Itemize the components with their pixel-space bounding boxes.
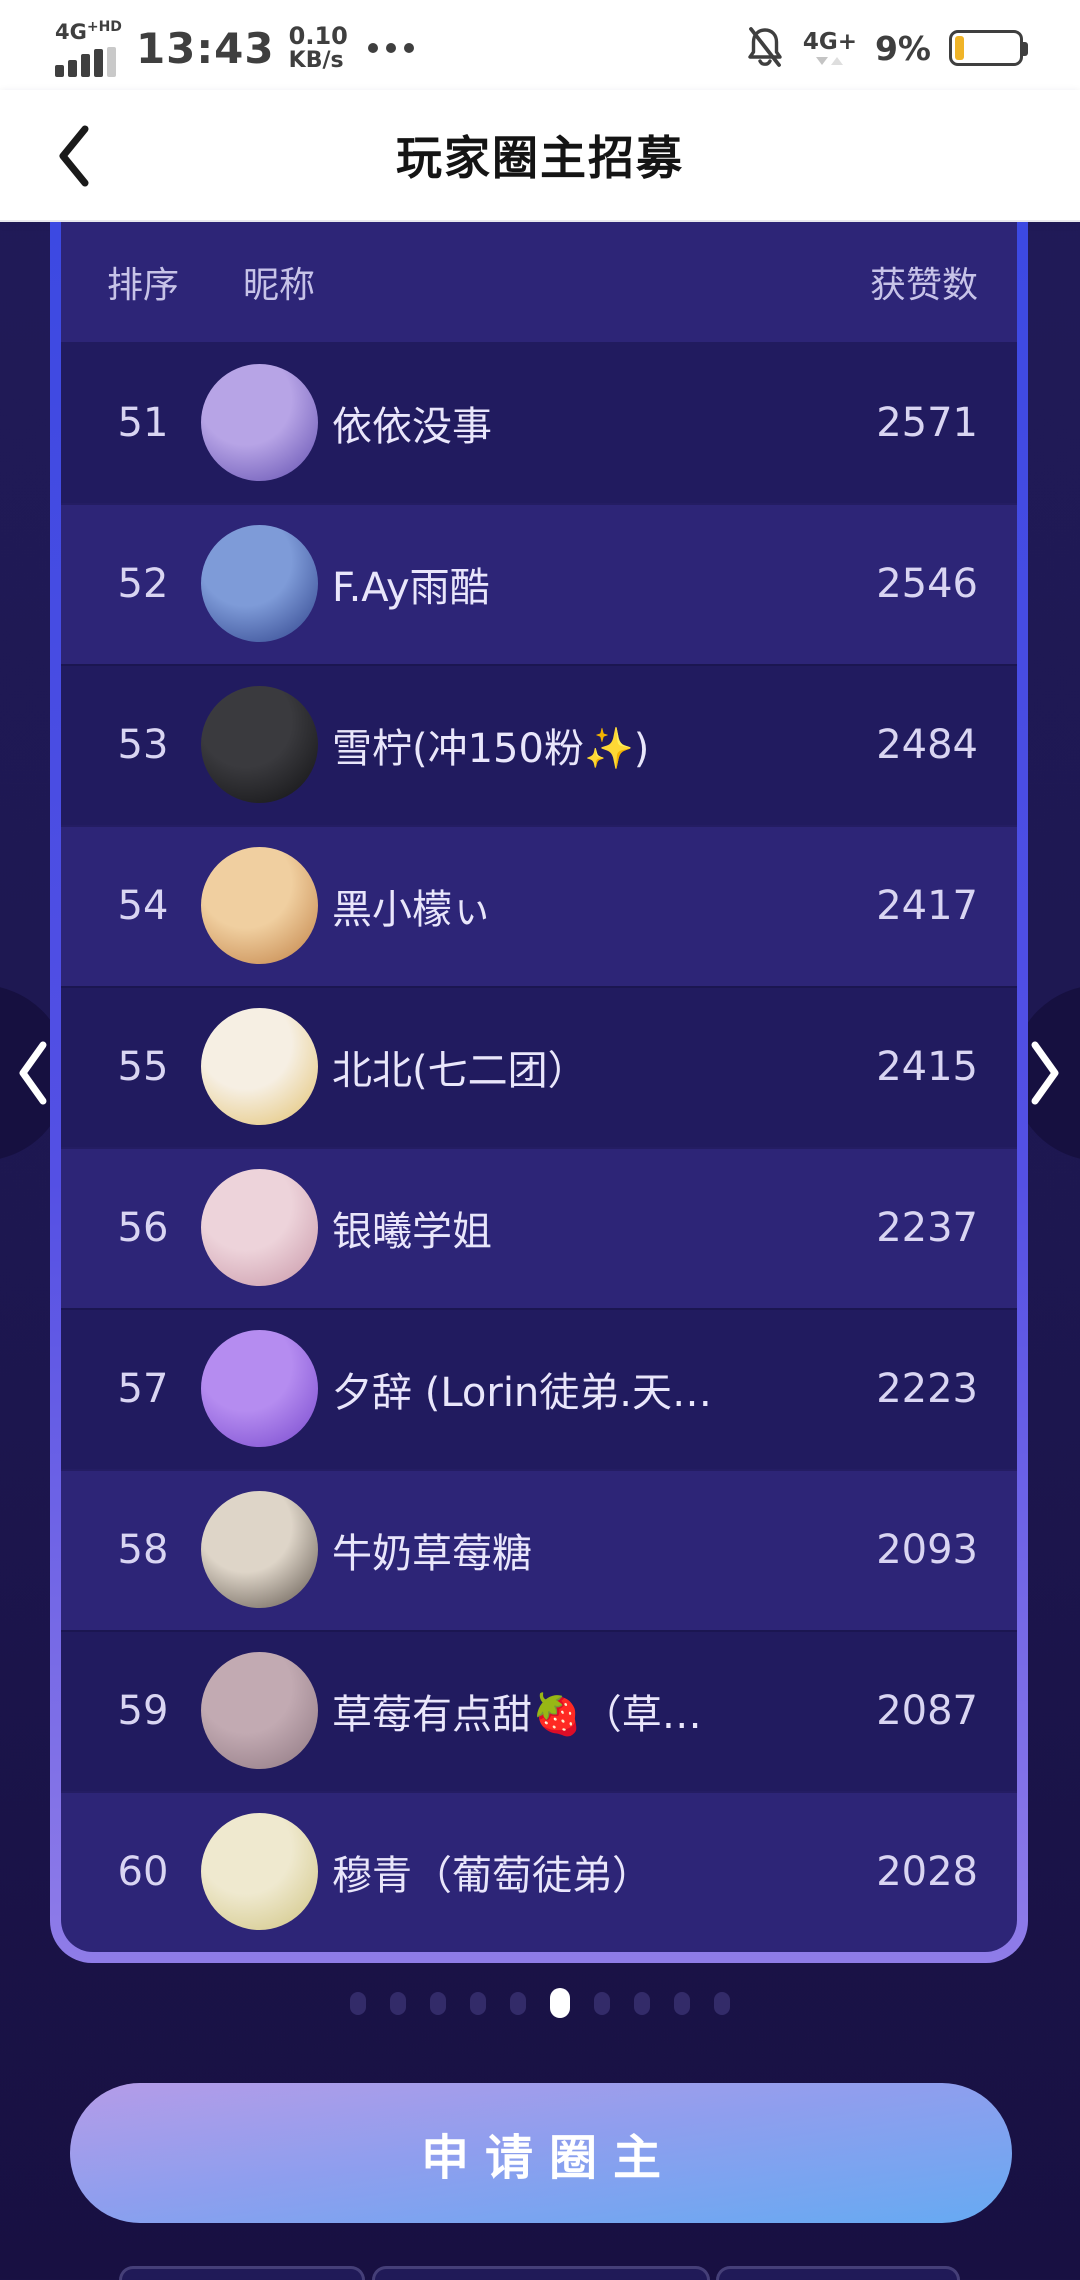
status-left-cluster: 4G+HD 13:43 0.10 KB/s — [55, 20, 414, 77]
nickname-cell: 北北(七二团） — [332, 1047, 588, 1094]
nickname-cell: 草莓有点甜🍓（草… — [332, 1691, 702, 1738]
status-bar: 4G+HD 13:43 0.10 KB/s 4G+ 9% — [0, 0, 1080, 90]
table-row[interactable]: 52 F.Ay雨酷 2546 — [61, 503, 1017, 664]
partial-card — [716, 2266, 960, 2280]
pagination-dots — [0, 1988, 1080, 2018]
rank-cell: 52 — [117, 560, 169, 607]
table-row[interactable]: 59 草莓有点甜🍓（草… 2087 — [61, 1630, 1017, 1791]
battery-icon — [949, 30, 1028, 66]
likes-cell: 2223 — [876, 1365, 978, 1412]
data-traffic-arrows-icon — [816, 57, 844, 65]
nickname-cell: 银曦学姐 — [332, 1208, 492, 1255]
column-header-nickname: 昵称 — [243, 265, 316, 306]
user-avatar-bright-purple-figure — [201, 1330, 318, 1447]
table-row[interactable]: 51 依依没事 2571 — [61, 342, 1017, 503]
table-row[interactable]: 55 北北(七二团） 2415 — [61, 986, 1017, 1147]
pagination-dot[interactable] — [674, 1991, 690, 2015]
network-speed: 0.10 KB/s — [288, 21, 348, 74]
pagination-dot-active[interactable] — [550, 1988, 570, 2018]
likes-cell: 2546 — [876, 560, 978, 607]
column-header-likes: 获赞数 — [869, 265, 978, 306]
more-dots-icon — [367, 43, 414, 53]
leaderboard-card-inner: 排序 昵称 获赞数 51 依依没事 2571 52 F.Ay雨酷 2546 53… — [61, 222, 1017, 1952]
pagination-dot[interactable] — [594, 1991, 610, 2015]
rank-cell: 56 — [117, 1204, 169, 1251]
likes-cell: 2028 — [876, 1848, 978, 1895]
nickname-cell: 雪柠(冲150粉✨) — [332, 725, 650, 772]
user-avatar-blonde-girl-drawing — [201, 1008, 318, 1125]
signal-strength-icon: 4G+HD — [55, 20, 122, 77]
likes-cell: 2237 — [876, 1204, 978, 1251]
rank-cell: 57 — [117, 1365, 169, 1412]
status-clock: 13:43 — [135, 23, 275, 73]
nickname-cell: 依依没事 — [332, 403, 492, 450]
likes-cell: 2417 — [876, 882, 978, 929]
column-header-rank: 排序 — [106, 265, 179, 306]
pagination-dot[interactable] — [350, 1991, 366, 2015]
apply-circle-owner-button[interactable]: 申请圈主 — [70, 2083, 1012, 2223]
pagination-dot[interactable] — [714, 1991, 730, 2015]
nickname-cell: F.Ay雨酷 — [332, 564, 490, 611]
pagination-dot[interactable] — [430, 1991, 446, 2015]
partial-card — [372, 2266, 710, 2280]
user-avatar-dark-photo — [201, 686, 318, 803]
likes-cell: 2484 — [876, 721, 978, 768]
carousel-prev-button[interactable] — [10, 1032, 56, 1114]
table-row[interactable]: 58 牛奶草莓糖 2093 — [61, 1469, 1017, 1630]
status-right-cluster: 4G+ 9% — [745, 26, 1028, 70]
rank-cell: 55 — [117, 1043, 169, 1090]
table-header-row: 排序 昵称 获赞数 — [61, 222, 1017, 342]
pagination-dot[interactable] — [470, 1991, 486, 2015]
nickname-cell: 穆青（葡萄徒弟） — [332, 1852, 652, 1899]
user-avatar-pale-yellow-anime-girl — [201, 1813, 318, 1930]
user-avatar-shiba-dog — [201, 847, 318, 964]
bell-off-icon — [745, 26, 785, 70]
likes-cell: 2093 — [876, 1526, 978, 1573]
pagination-dot[interactable] — [634, 1991, 650, 2015]
rank-cell: 54 — [117, 882, 169, 929]
speed-unit: KB/s — [288, 48, 344, 74]
likes-cell: 2571 — [876, 399, 978, 446]
nickname-cell: 牛奶草莓糖 — [332, 1530, 532, 1577]
mobile-data-label: 4G+ — [802, 29, 857, 55]
rank-cell: 58 — [117, 1526, 169, 1573]
table-row[interactable]: 56 银曦学姐 2237 — [61, 1147, 1017, 1308]
pagination-dot[interactable] — [510, 1991, 526, 2015]
table-row[interactable]: 57 夕辞 (Lorin徒弟.天… 2223 — [61, 1308, 1017, 1469]
user-avatar-mauve-girl-sunglasses — [201, 1652, 318, 1769]
partial-card — [119, 2266, 365, 2280]
rank-cell: 53 — [117, 721, 169, 768]
mobile-data-indicator: 4G+ — [803, 31, 857, 65]
page-title: 玩家圈主招募 — [396, 131, 684, 185]
user-avatar-blue-anime-girl — [201, 525, 318, 642]
likes-cell: 2415 — [876, 1043, 978, 1090]
user-avatar-pink-girl-photo — [201, 1169, 318, 1286]
likes-cell: 2087 — [876, 1687, 978, 1734]
battery-percent-label: 9% — [874, 28, 931, 68]
nickname-cell: 夕辞 (Lorin徒弟.天… — [332, 1369, 712, 1416]
rank-cell: 59 — [117, 1687, 169, 1734]
user-avatar-girl-black-bun — [201, 1491, 318, 1608]
leaderboard-rows: 51 依依没事 2571 52 F.Ay雨酷 2546 53 雪柠(冲150粉✨… — [61, 342, 1017, 1952]
title-bar: 玩家圈主招募 — [0, 90, 1080, 222]
chevron-left-icon — [59, 125, 89, 187]
rank-cell: 60 — [117, 1848, 169, 1895]
table-row[interactable]: 53 雪柠(冲150粉✨) 2484 — [61, 664, 1017, 825]
table-row[interactable]: 60 穆青（葡萄徒弟） 2028 — [61, 1791, 1017, 1952]
user-avatar-purple-anime-girl — [201, 364, 318, 481]
speed-value: 0.10 — [288, 21, 348, 50]
network-suffix-label: +HD — [86, 18, 122, 35]
leaderboard-card: 排序 昵称 获赞数 51 依依没事 2571 52 F.Ay雨酷 2546 53… — [50, 222, 1028, 1963]
nickname-cell: 黑小檬ぃ — [332, 886, 492, 933]
pagination-dot[interactable] — [390, 1991, 406, 2015]
chevron-right-icon — [1031, 1041, 1059, 1105]
network-type-label: 4G — [55, 19, 87, 44]
signal-bars-icon — [55, 46, 116, 77]
chevron-left-icon — [19, 1041, 47, 1105]
rank-cell: 51 — [117, 399, 169, 446]
table-row[interactable]: 54 黑小檬ぃ 2417 — [61, 825, 1017, 986]
back-button[interactable] — [44, 116, 104, 196]
carousel-next-button[interactable] — [1022, 1032, 1068, 1114]
